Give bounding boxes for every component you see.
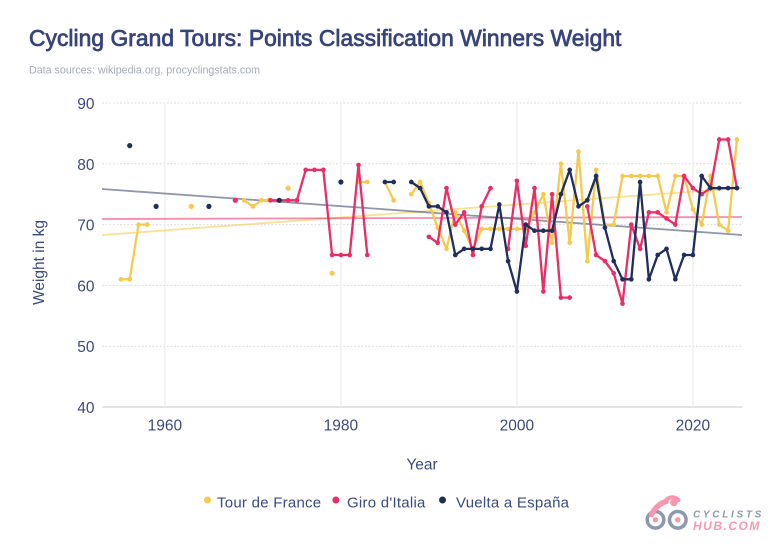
svg-text:Tour de France: Tour de France [217,495,321,512]
svg-text:Year: Year [406,457,437,474]
svg-text:50: 50 [77,339,95,356]
svg-text:Giro d'Italia: Giro d'Italia [347,495,426,512]
svg-text:Vuelta a España: Vuelta a España [456,495,570,512]
svg-text:HUB.COM: HUB.COM [693,519,761,533]
svg-text:CYCLISTS: CYCLISTS [693,510,764,521]
svg-text:1980: 1980 [324,418,359,435]
svg-text:60: 60 [77,278,95,295]
svg-text:Data sources: wikipedia.org, p: Data sources: wikipedia.org, procyclings… [29,65,260,77]
svg-text:40: 40 [77,400,95,417]
svg-text:90: 90 [77,96,95,113]
svg-text:Cycling Grand Tours: Points Cl: Cycling Grand Tours: Points Classificati… [29,25,622,51]
svg-text:70: 70 [77,218,95,235]
svg-text:80: 80 [77,157,95,174]
svg-text:Weight in kg: Weight in kg [31,220,48,305]
svg-text:2000: 2000 [500,418,535,435]
svg-text:2020: 2020 [676,418,711,435]
svg-text:1960: 1960 [148,418,183,435]
